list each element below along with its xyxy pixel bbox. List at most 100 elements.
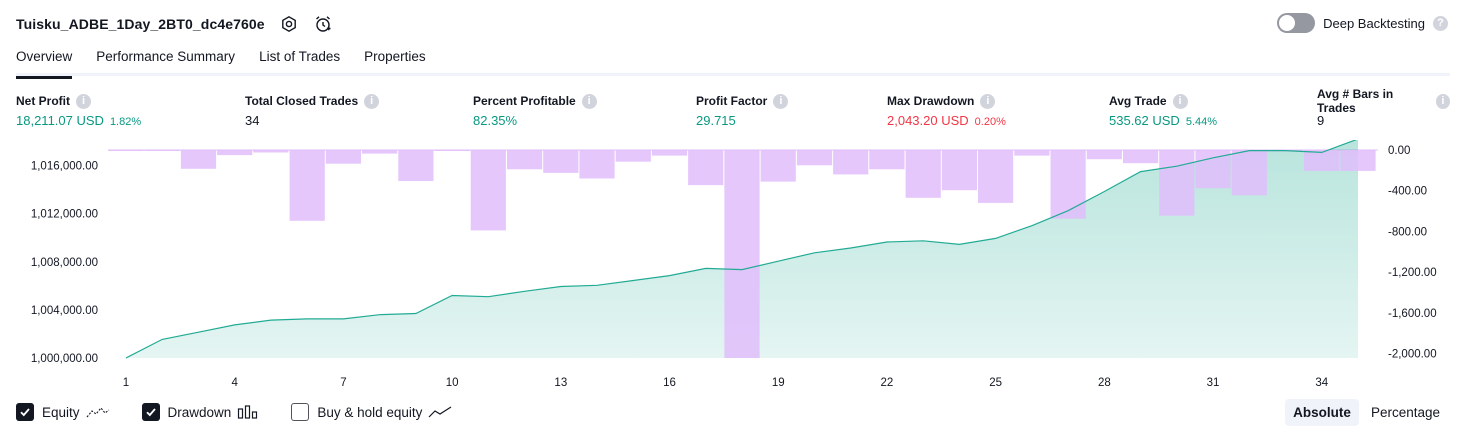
metrics-row: Net Profit i 18,211.07 USD 1.82% Total Clo… — [16, 87, 1450, 132]
drawdown-bar — [651, 150, 688, 156]
equity-drawdown-chart[interactable]: 1,000,000.00 1,004,000.00 1,008,000.00 1,01… — [0, 140, 1466, 390]
drawdown-bar — [108, 150, 144, 151]
buy-hold-checkbox[interactable] — [291, 403, 310, 421]
info-icon[interactable]: i — [1172, 93, 1188, 109]
info-icon[interactable]: i — [773, 93, 789, 109]
y-right-tick-label: 0.00 — [1388, 145, 1410, 157]
tab-bar: Overview Performance Summary List of Tra… — [16, 44, 1450, 79]
drawdown-bars-icon — [237, 405, 259, 419]
help-icon[interactable]: ? — [1433, 15, 1448, 31]
metric-percent-profitable: Percent Profitable i 82.35% — [473, 92, 597, 128]
equity-checkbox[interactable] — [16, 403, 34, 421]
metric-label: Total Closed Trades — [245, 94, 359, 108]
info-icon[interactable]: i — [980, 93, 996, 109]
x-tick-label: 28 — [1098, 377, 1111, 389]
drawdown-bar — [978, 150, 1014, 203]
x-tick-label: 1 — [123, 377, 129, 389]
x-tick-label: 16 — [663, 377, 676, 389]
drawdown-bar — [325, 150, 361, 164]
y-right-tick-label: -1,600.00 — [1388, 308, 1437, 320]
metric-percent: 0.20% — [974, 116, 1006, 128]
settings-icon[interactable] — [279, 14, 299, 34]
drawdown-bar — [434, 150, 470, 151]
equity-area — [126, 140, 1358, 358]
x-tick-label: 13 — [554, 377, 567, 389]
tab-overview[interactable]: Overview — [16, 44, 73, 79]
info-icon[interactable]: i — [76, 93, 91, 109]
metric-label: Net Profit — [16, 94, 70, 108]
drawdown-bar — [833, 150, 869, 175]
x-tick-label: 10 — [446, 377, 459, 389]
y-left-tick-label: 1,000,000.00 — [31, 353, 98, 365]
value-mode-switch: Absolute Percentage — [1285, 399, 1448, 426]
y-right-tick-label: -400.00 — [1388, 186, 1427, 198]
info-icon[interactable]: i — [364, 93, 380, 109]
tab-performance-summary[interactable]: Performance Summary — [96, 49, 236, 64]
metric-max-drawdown: Max Drawdown i 2,043.20 USD 0.20% — [887, 92, 1006, 128]
metric-avg-bars-in-trades: Avg # Bars in Trades i 9 — [1317, 87, 1450, 128]
drawdown-bar — [579, 150, 615, 179]
info-icon[interactable]: i — [581, 93, 597, 109]
drawdown-bar — [1123, 150, 1159, 164]
deep-backtesting-toggle[interactable] — [1277, 13, 1316, 33]
tab-list-of-trades[interactable]: List of Trades — [259, 49, 341, 64]
drawdown-bar — [869, 150, 905, 170]
legend-drawdown[interactable]: Drawdown — [141, 403, 260, 421]
drawdown-bar — [1050, 150, 1086, 219]
x-tick-label: 22 — [881, 377, 894, 389]
drawdown-bar — [1086, 150, 1122, 160]
legend-equity-label: Equity — [42, 404, 80, 420]
metric-value: 535.62 USD — [1109, 113, 1180, 128]
x-tick-label: 19 — [772, 377, 785, 389]
metric-label: Profit Factor — [696, 94, 768, 108]
drawdown-checkbox[interactable] — [141, 403, 160, 421]
metric-label: Avg Trade — [1109, 94, 1167, 108]
metric-net-profit: Net Profit i 18,211.07 USD 1.82% — [16, 92, 141, 128]
drawdown-bar — [1304, 150, 1340, 171]
deep-backtesting-label: Deep Backtesting — [1323, 15, 1425, 31]
buy-hold-line-icon — [428, 405, 452, 419]
y-right-tick-label: -1,200.00 — [1388, 267, 1437, 279]
tab-properties[interactable]: Properties — [364, 49, 426, 64]
equity-line — [125, 140, 1358, 359]
metric-total-closed-trades: Total Closed Trades i 34 — [245, 92, 380, 128]
drawdown-bar — [941, 150, 977, 191]
info-icon[interactable]: i — [1435, 93, 1450, 109]
drawdown-bar — [905, 150, 941, 198]
drawdown-bar — [1195, 150, 1231, 189]
y-right-tick-label: -800.00 — [1388, 226, 1427, 238]
legend-buy-hold[interactable]: Buy & hold equity — [291, 403, 452, 421]
percentage-button[interactable]: Percentage — [1370, 405, 1440, 420]
drawdown-bar — [1231, 150, 1267, 196]
drawdown-bar — [796, 150, 833, 166]
metric-label: Max Drawdown — [887, 94, 975, 108]
drawdown-bar — [543, 150, 579, 173]
metric-value: 18,211.07 USD — [16, 113, 104, 128]
x-tick-label: 25 — [989, 377, 1002, 389]
drawdown-bar — [398, 150, 434, 181]
y-left-tick-label: 1,008,000.00 — [31, 257, 98, 269]
y-left-tick-label: 1,004,000.00 — [31, 305, 98, 317]
x-tick-label: 7 — [340, 377, 346, 389]
drawdown-bar — [289, 150, 325, 221]
alarm-clock-icon[interactable] — [313, 14, 333, 34]
drawdown-bar — [724, 150, 760, 358]
drawdown-bar — [362, 150, 398, 154]
metric-value: 9 — [1317, 113, 1325, 128]
absolute-button[interactable]: Absolute — [1285, 399, 1359, 426]
legend-equity[interactable]: Equity — [16, 403, 110, 421]
x-tick-label: 31 — [1207, 377, 1220, 389]
drawdown-bar — [144, 150, 180, 151]
metric-value: 34 — [245, 113, 260, 128]
metric-value: 29.715 — [696, 113, 736, 128]
y-left-tick-label: 1,016,000.00 — [31, 161, 98, 173]
legend-buy-hold-label: Buy & hold equity — [317, 404, 423, 420]
drawdown-bar — [1014, 150, 1050, 156]
x-tick-label: 4 — [232, 377, 239, 389]
metric-value: 2,043.20 USD — [887, 113, 969, 128]
metric-profit-factor: Profit Factor i 29.715 — [696, 92, 789, 128]
drawdown-bar — [470, 150, 506, 231]
drawdown-bar — [217, 150, 253, 156]
y-left-tick-label: 1,012,000.00 — [31, 209, 98, 221]
drawdown-bar — [180, 150, 217, 169]
